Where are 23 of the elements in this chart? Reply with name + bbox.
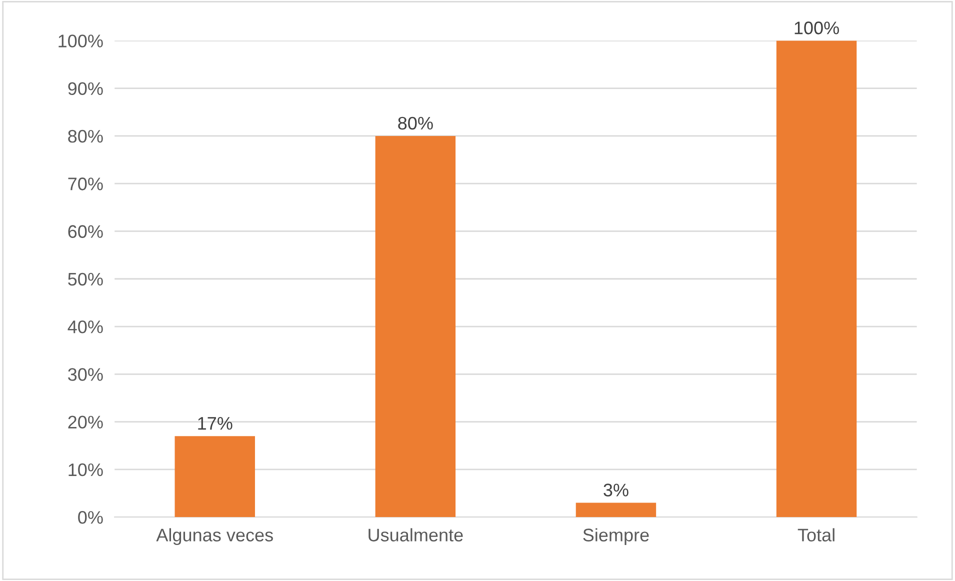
y-tick-label: 20% xyxy=(68,416,103,429)
data-label: 3% xyxy=(604,484,628,496)
bar xyxy=(375,136,456,518)
y-tick-label: 100% xyxy=(58,34,103,48)
y-tick-label: 80% xyxy=(68,130,103,143)
bar xyxy=(576,502,656,518)
y-tick-label: 40% xyxy=(68,320,103,334)
x-tick-label: Usualmente xyxy=(368,528,463,542)
x-tick-label: Algunas veces xyxy=(156,528,273,546)
data-label: 17% xyxy=(198,417,232,430)
x-tick-label: Siempre xyxy=(583,528,649,546)
y-tick-label: 50% xyxy=(68,272,103,286)
y-tick-label: 0% xyxy=(78,511,103,524)
y-tick-label: 10% xyxy=(68,463,103,476)
y-tick-label: 70% xyxy=(68,178,103,190)
y-tick-label: 60% xyxy=(68,225,103,238)
x-tick-label: Total xyxy=(798,528,834,542)
y-tick-label: 30% xyxy=(68,368,103,381)
data-label: 100% xyxy=(794,22,839,34)
data-label: 80% xyxy=(398,116,433,130)
bar xyxy=(174,436,255,518)
y-tick-label: 90% xyxy=(68,82,103,96)
bar xyxy=(776,40,857,518)
